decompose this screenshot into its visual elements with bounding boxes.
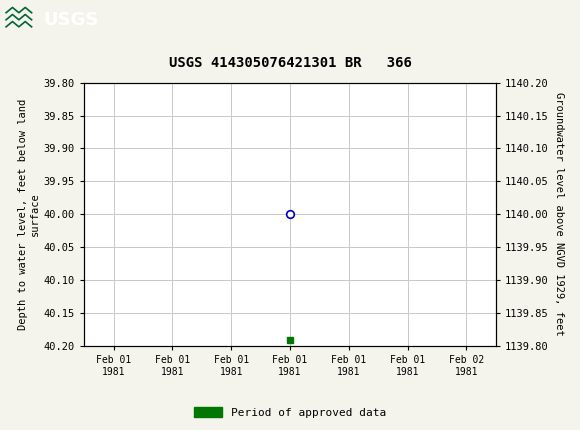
Text: USGS 414305076421301 BR   366: USGS 414305076421301 BR 366 bbox=[169, 55, 411, 70]
Y-axis label: Groundwater level above NGVD 1929, feet: Groundwater level above NGVD 1929, feet bbox=[554, 92, 564, 336]
Legend: Period of approved data: Period of approved data bbox=[190, 403, 390, 422]
Text: USGS: USGS bbox=[44, 11, 99, 29]
Y-axis label: Depth to water level, feet below land
surface: Depth to water level, feet below land su… bbox=[18, 99, 39, 330]
